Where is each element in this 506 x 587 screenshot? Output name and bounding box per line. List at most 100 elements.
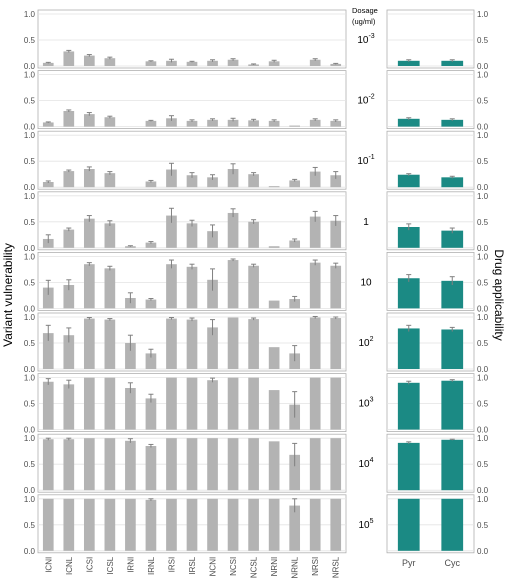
y-tick-label-right: 0.0	[477, 486, 489, 495]
variant-bar	[145, 499, 157, 551]
x-tick-label: NRSI	[311, 557, 320, 576]
variant-bar	[309, 59, 321, 66]
drug-bar	[441, 177, 464, 188]
variant-bar	[42, 62, 54, 66]
variant-bar	[166, 498, 177, 551]
y-axis-title-right: Drug applicability	[492, 249, 506, 340]
y-tick-label-left: 0.0	[24, 123, 36, 132]
variant-bar	[309, 317, 321, 369]
variant-bar	[268, 246, 280, 248]
variant-bar	[42, 182, 54, 188]
y-tick-label-left: 0.5	[24, 521, 36, 530]
variant-bar	[227, 169, 239, 188]
variant-bar	[289, 299, 301, 309]
variant-bar	[248, 265, 259, 309]
y-tick-label-right: 0.5	[477, 218, 489, 227]
drug-bar	[397, 498, 420, 551]
x-tick-label: ICSI	[85, 557, 94, 573]
y-tick-label-right: 0.5	[477, 97, 489, 106]
x-tick-label: IRSL	[188, 556, 197, 574]
variant-bar	[83, 377, 95, 430]
variant-bar	[227, 317, 239, 369]
variant-bar	[227, 119, 239, 127]
dose-label: 1	[363, 217, 369, 228]
variant-bar	[104, 223, 116, 248]
y-tick-label-right: 0.0	[477, 123, 489, 132]
y-tick-label-right: 0.0	[477, 426, 489, 435]
variant-bar	[42, 498, 54, 551]
variant-bar	[166, 264, 177, 309]
variant-bar	[186, 266, 198, 309]
variant-bar	[83, 264, 95, 309]
variant-bar	[186, 438, 198, 491]
variant-bar	[330, 175, 342, 188]
dose-label: 10	[360, 277, 372, 288]
variant-bar	[227, 498, 239, 551]
variant-bar	[166, 438, 177, 491]
variant-bar	[268, 186, 280, 188]
x-tick-label: NCSI	[229, 557, 238, 576]
y-tick-label-right: 0.5	[477, 521, 489, 530]
y-tick-label-left: 0.5	[24, 400, 36, 409]
y-tick-label-right: 0.0	[477, 365, 489, 374]
drug-bar	[397, 60, 420, 66]
variant-bar	[309, 171, 321, 188]
variant-bar	[227, 260, 239, 309]
variant-bar	[145, 398, 157, 430]
drug-bar	[441, 119, 464, 127]
x-tick-label: ICNI	[44, 557, 53, 573]
drug-bar	[397, 442, 420, 491]
variant-bar	[207, 119, 218, 127]
variant-bar	[309, 377, 321, 430]
y-tick-label-right: 0.5	[477, 278, 489, 287]
x-tick-label: ICNL	[65, 556, 74, 575]
variant-bar	[145, 299, 157, 309]
y-tick-label-left: 0.5	[24, 157, 36, 166]
variant-bar	[166, 215, 177, 248]
y-tick-label-right: 0.0	[477, 244, 489, 253]
dose-label: 103	[358, 397, 373, 410]
y-tick-label-left: 1.0	[24, 434, 36, 443]
variant-bar	[309, 438, 321, 491]
dosage-label: Dosage	[352, 6, 378, 15]
variant-bar	[268, 390, 280, 430]
dose-label: 105	[358, 518, 373, 531]
drug-bar	[397, 328, 420, 369]
y-tick-label-right: 0.0	[477, 547, 489, 556]
variant-bar	[145, 446, 157, 491]
variant-bar	[207, 279, 218, 309]
variant-bar	[63, 384, 75, 430]
y-tick-label-right: 1.0	[477, 192, 489, 201]
variant-bar	[83, 438, 95, 491]
y-tick-label-right: 0.5	[477, 339, 489, 348]
variant-bar	[186, 319, 198, 369]
y-tick-label-left: 1.0	[24, 131, 36, 140]
variant-bar	[289, 505, 301, 551]
variant-bar	[207, 177, 218, 188]
variant-bar	[207, 327, 218, 369]
drug-bar	[441, 498, 464, 551]
variant-bar	[268, 120, 280, 127]
variant-bar	[166, 377, 177, 430]
x-tick-label: Cyc	[445, 558, 461, 568]
y-tick-label-left: 0.5	[24, 339, 36, 348]
variant-bar	[63, 285, 75, 309]
y-tick-label-left: 1.0	[24, 495, 36, 504]
x-tick-label: NRNI	[270, 557, 279, 577]
variant-bar	[104, 498, 116, 551]
drug-bar	[441, 60, 464, 66]
y-tick-label-left: 1.0	[24, 374, 36, 383]
drug-bar	[441, 329, 464, 369]
variant-bar	[83, 218, 95, 248]
right-panel-frame	[386, 9, 475, 69]
variant-bar	[104, 438, 116, 491]
y-tick-label-left: 0.0	[24, 244, 36, 253]
variant-bar	[227, 377, 239, 430]
drug-bar	[397, 174, 420, 188]
variant-bar	[63, 335, 75, 369]
y-tick-label-right: 1.0	[477, 71, 489, 80]
variant-bar	[268, 441, 280, 491]
variant-bar	[248, 377, 259, 430]
x-tick-label: IRSI	[167, 557, 176, 573]
